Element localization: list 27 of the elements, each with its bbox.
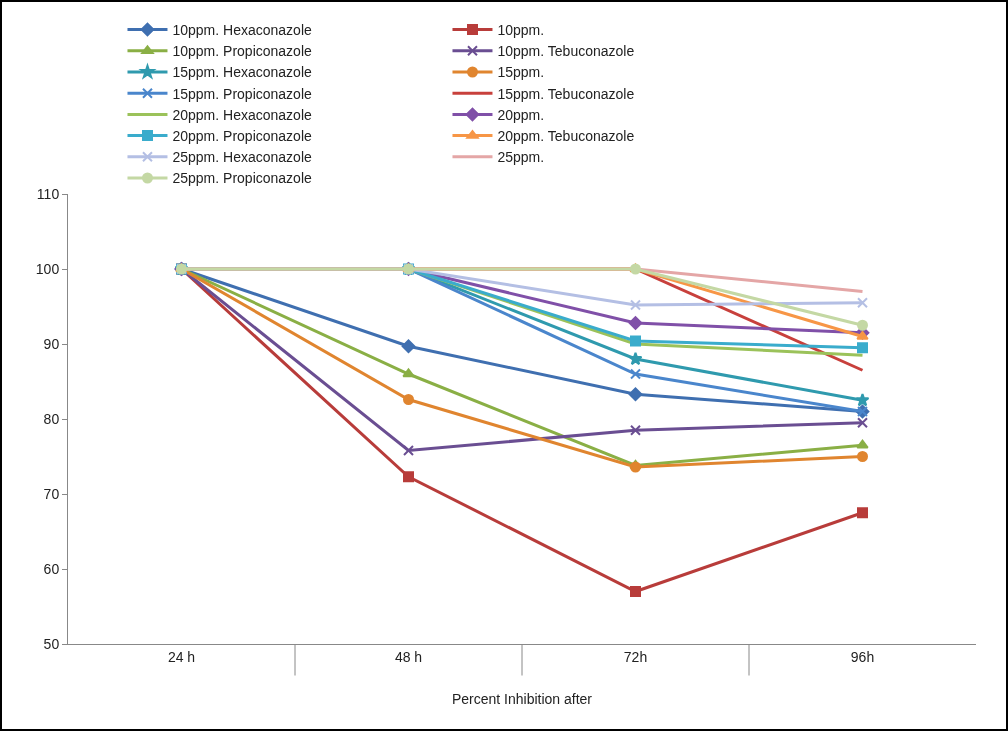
legend-label: 15ppm. Hexaconazole [172,64,312,81]
y-tick-label: 100 [35,260,60,277]
x-tick-label: 96h [850,648,875,665]
legend-label: 25ppm. Hexaconazole [172,149,312,166]
legend-label: 20ppm. [497,106,545,123]
x-tick-label: 48 h [394,648,423,665]
x-tick-label: 72h [623,648,648,665]
y-tick-label: 60 [43,560,60,577]
legend-label: 15ppm. Propiconazole [172,85,312,102]
y-tick-label: 50 [43,635,60,652]
legend-label: 20ppm. Hexaconazole [172,106,312,123]
legend-label: 10ppm. Hexaconazole [172,22,312,39]
legend-label: 20ppm. Tebuconazole [497,128,635,145]
legend-label: 25ppm. Propiconazole [172,170,312,187]
y-tick-label: 90 [43,335,60,352]
legend-label: 15ppm. Tebuconazole [497,85,635,102]
legend-label: 15ppm. [497,64,545,81]
legend-label: 10ppm. Tebuconazole [497,43,635,60]
y-tick-label: 80 [43,410,60,427]
y-tick-label: 110 [36,185,60,202]
x-tick-label: 24 h [167,648,196,665]
legend-label: 10ppm. Propiconazole [172,43,312,60]
x-axis-title: Percent Inhibition after [451,691,593,708]
legend-label: 25ppm. [497,149,545,166]
legend-label: 10ppm. [497,22,545,39]
y-tick-label: 70 [43,485,60,502]
legend-label: 20ppm. Propiconazole [172,128,312,145]
